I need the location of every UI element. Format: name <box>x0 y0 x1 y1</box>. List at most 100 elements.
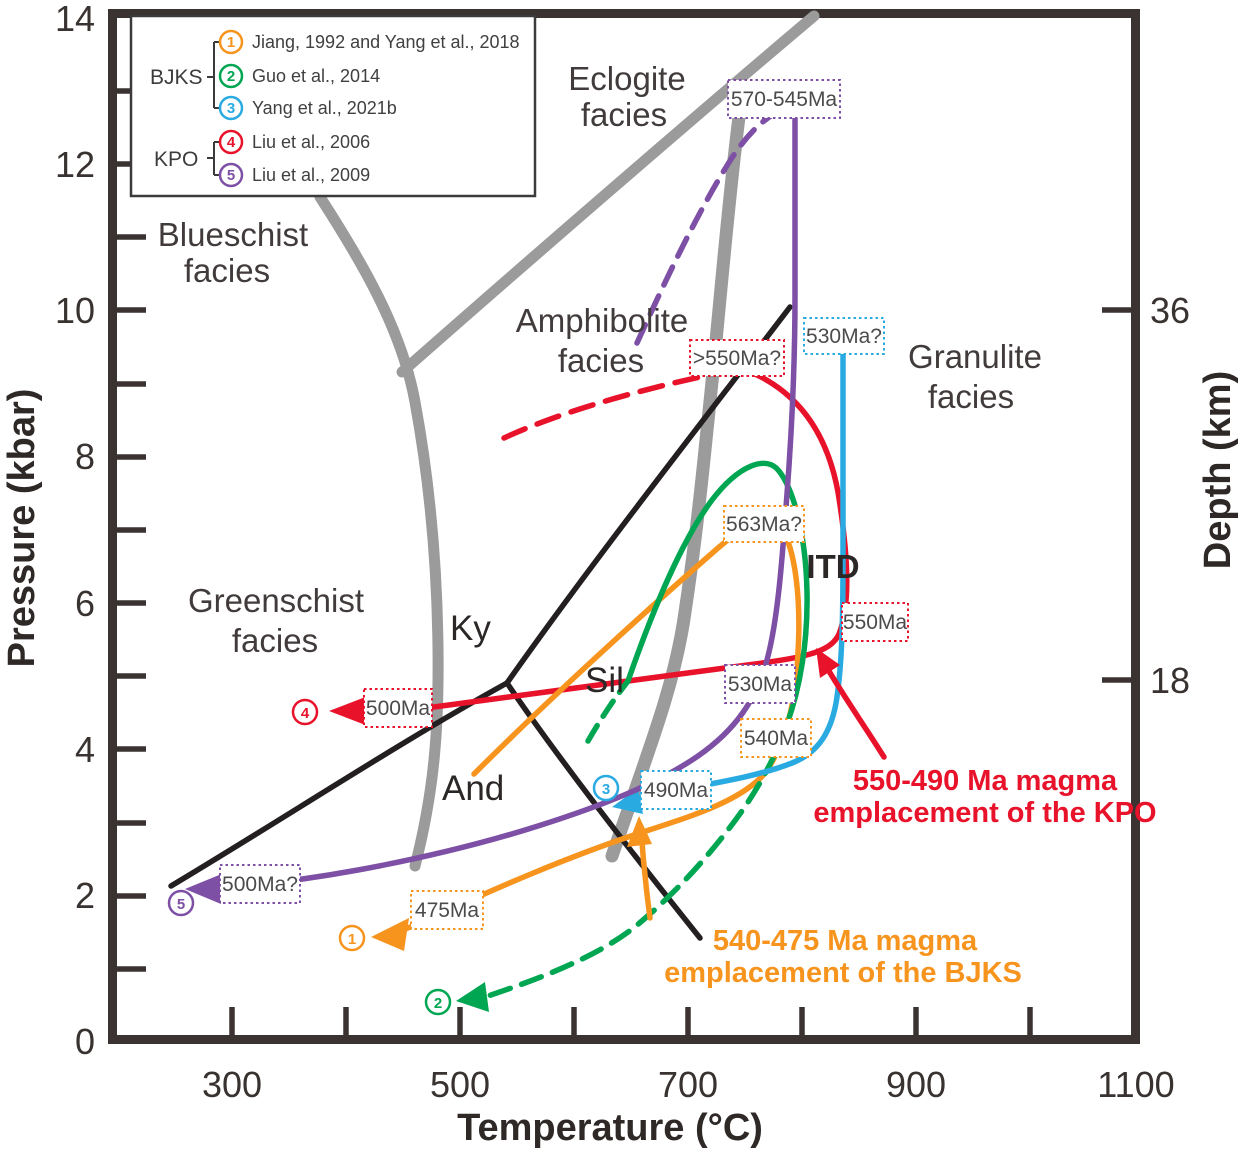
red-path-arrowhead <box>329 696 368 726</box>
legend-item-2: 2 Guo et al., 2014 <box>218 63 380 89</box>
marker-1-circle <box>338 924 366 952</box>
marker-4-circle <box>291 698 319 726</box>
kyanite-label: Ky <box>450 609 491 648</box>
orange-path-arrowhead <box>371 918 409 951</box>
x-tick-500: 500 <box>430 1064 490 1105</box>
legend-marker-4-number: 4 <box>227 134 236 151</box>
age-label-box <box>724 664 796 704</box>
legend-marker-5-circle <box>218 162 244 188</box>
kpo-annotation-line2: emplacement of the KPO <box>813 797 1156 829</box>
pt-path-green-solid <box>625 460 810 727</box>
path-markers: 1 2 3 4 5 <box>167 698 620 1016</box>
age-label-text: 500Ma <box>366 697 431 720</box>
age-label-text: 570-545Ma <box>731 88 838 111</box>
legend-item-4: 4 Liu et al., 2006 <box>218 129 370 155</box>
y-tick-10: 10 <box>55 290 95 331</box>
legend-item-1-label: Jiang, 1992 and Yang et al., 2018 <box>252 32 520 52</box>
age-label-text: 563Ma? <box>726 513 802 536</box>
age-label-box <box>363 688 433 728</box>
y-tick-12: 12 <box>55 144 95 185</box>
marker-1-number: 1 <box>348 931 356 948</box>
age-label-box <box>219 864 301 904</box>
age-label-box <box>640 770 712 810</box>
legend-marker-3-circle <box>218 95 244 121</box>
amphibolite-facies-label-line1: Amphibolite <box>516 302 688 339</box>
depth-axis-title: Depth (km) <box>1197 371 1239 569</box>
kpo-callout-arrowhead <box>816 648 840 678</box>
x-tick-700: 700 <box>658 1064 718 1105</box>
pt-path-red-solid <box>365 371 850 714</box>
y-tick-8: 8 <box>75 436 95 477</box>
age-label-530ma-top: 530Ma? <box>803 317 885 355</box>
blueschist-facies-label-line1: Blueschist <box>158 216 308 253</box>
legend-marker-2-number: 2 <box>227 68 235 85</box>
legend-group-kpo: KPO <box>154 148 198 171</box>
pt-path-green-retrograde-dashed <box>479 721 790 1001</box>
y-tick-0: 0 <box>75 1021 95 1062</box>
marker-4-number: 4 <box>301 705 310 722</box>
legend-item-5-label: Liu et al., 2009 <box>252 165 370 185</box>
age-label-550ma: 550Ma <box>841 602 909 642</box>
legend-item-2-label: Guo et al., 2014 <box>252 66 380 86</box>
age-label-540ma: 540Ma <box>740 718 812 758</box>
age-label-box <box>803 317 885 355</box>
pt-path-kpo-liu2006 <box>365 371 850 714</box>
depth-tick-18: 18 <box>1150 660 1190 701</box>
depth-axis-ticks <box>1102 307 1131 683</box>
y-tick-2: 2 <box>75 875 95 916</box>
age-label-text: 475Ma <box>415 899 480 922</box>
legend-marker-5-number: 5 <box>227 167 235 184</box>
legend-box <box>129 14 537 198</box>
legend-item-3: 3 Yang et al., 2021b <box>218 95 397 121</box>
age-label-gt550ma: >550Ma? <box>689 339 785 377</box>
sillimanite-label: Sil <box>585 661 624 700</box>
age-label-text: 490Ma <box>644 779 709 802</box>
legend-marker-1-number: 1 <box>227 34 235 51</box>
plot-border <box>108 9 1140 1044</box>
y-tick-4: 4 <box>75 729 95 770</box>
kpo-annotation-line1: 550-490 Ma magma <box>853 765 1118 797</box>
x-axis-ticks <box>229 1007 1033 1035</box>
age-labels: 570-545Ma 530Ma? >550Ma? 563Ma? 550Ma 5 3… <box>219 79 909 930</box>
marker-3-number: 3 <box>602 781 610 798</box>
marker-2-number: 2 <box>434 995 442 1012</box>
eclogite-facies-label-line1: Eclogite <box>568 60 685 97</box>
age-label-475ma: 475Ma <box>410 890 484 930</box>
age-label-box <box>410 890 484 930</box>
legend-group-bjks: BJKS <box>150 66 203 89</box>
bjks-callout-arrowhead <box>627 816 652 847</box>
age-label-500ma-q: 500Ma? <box>219 864 301 904</box>
x-tick-300: 300 <box>202 1064 262 1105</box>
facies-labels: Eclogite facies Blueschist facies Amphib… <box>158 60 1042 659</box>
age-label-box <box>727 79 841 119</box>
legend-marker-1-circle <box>218 29 244 55</box>
y-axis-labels: 0 2 4 6 8 10 12 14 <box>55 0 95 1062</box>
amphibolite-facies-label-line2: facies <box>558 342 644 379</box>
depth-axis-labels: 36 18 <box>1150 290 1190 701</box>
pt-path-purple-solid <box>219 115 798 891</box>
legend-item-5: 5 Liu et al., 2009 <box>218 162 370 188</box>
age-label-570-545ma: 570-545Ma <box>727 79 841 119</box>
age-label-text: 500Ma? <box>222 873 298 896</box>
pt-path-green-prograde-dashed <box>585 678 631 744</box>
legend-brackets <box>207 41 219 176</box>
eclogite-facies-label-line2: facies <box>581 96 667 133</box>
y-tick-14: 14 <box>55 0 95 39</box>
pt-path-red-dashed <box>501 374 703 441</box>
blue-path-arrowhead <box>612 788 643 814</box>
age-label-box <box>841 602 909 642</box>
age-label-text: 550Ma <box>843 611 908 634</box>
andalusite-label: And <box>442 769 504 808</box>
x-tick-900: 900 <box>886 1064 946 1105</box>
legend-item-3-label: Yang et al., 2021b <box>252 98 397 118</box>
legend-item-1: 1 Jiang, 1992 and Yang et al., 2018 <box>218 29 520 55</box>
bjks-annotation-line1: 540-475 Ma magma <box>713 925 978 957</box>
pt-path-kpo-liu2009 <box>219 111 798 891</box>
age-label-box <box>723 505 805 543</box>
legend-marker-4-circle <box>218 129 244 155</box>
age-label-text: 540Ma <box>744 727 809 750</box>
y-tick-6: 6 <box>75 583 95 624</box>
legend-marker-2-circle <box>218 63 244 89</box>
